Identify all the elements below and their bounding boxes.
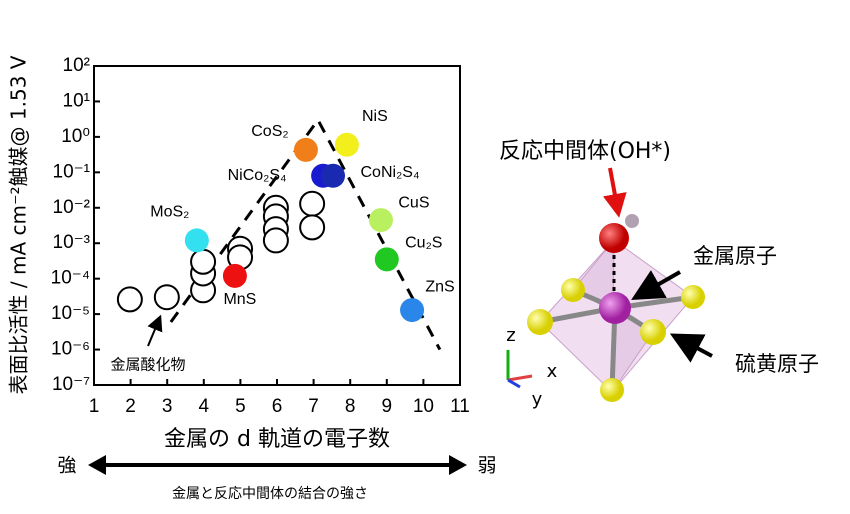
y-tick-label: 10² xyxy=(63,55,90,76)
point-label: MoS₂ xyxy=(150,204,189,221)
point-label: CoS₂ xyxy=(251,123,288,140)
oxide-label: 金属酸化物 xyxy=(110,356,185,374)
y-tick-label: 10¹ xyxy=(63,90,90,111)
x-tick-label: 2 xyxy=(125,396,136,417)
y-tick-label: 10⁻¹ xyxy=(53,161,91,182)
sulfide-point xyxy=(400,298,425,323)
oxide-point xyxy=(190,248,217,275)
x-tick-label: 10 xyxy=(413,396,434,417)
x-axis-label-3d: x xyxy=(547,361,558,382)
strong-label: 強 xyxy=(57,455,76,477)
volcano-trend xyxy=(169,117,442,351)
point-label: NiCo₂S₄ xyxy=(228,167,287,184)
intermediate-arrow xyxy=(603,167,627,218)
sulfur-arrow xyxy=(669,333,713,363)
sulfide-point xyxy=(334,132,359,157)
x-tick-label: 7 xyxy=(308,396,319,417)
x-tick-label: 9 xyxy=(382,396,393,417)
sulfide-point xyxy=(320,163,345,188)
oxide-point xyxy=(116,286,143,313)
point-label: CuS xyxy=(398,194,429,211)
y-tick-label: 10⁻⁷ xyxy=(52,374,90,395)
z-axis-label: z xyxy=(506,325,515,346)
y-axis-label: 表面比活性 / mA cm⁻²触媒@ 1.53 V xyxy=(7,55,31,394)
intermediate-label: 反応中間体(OH*) xyxy=(499,139,671,164)
point-label: NiS xyxy=(362,108,388,125)
oxide-point xyxy=(299,214,326,241)
oxide-arrow xyxy=(147,314,163,347)
point-label: CoNi₂S₄ xyxy=(361,164,420,181)
caption: 金属と反応中間体の結合の強さ xyxy=(172,486,368,502)
x-tick-label: 5 xyxy=(235,396,246,417)
y-axis-label-3d: y xyxy=(532,389,543,410)
y-tick-label: 10⁻³ xyxy=(53,232,91,253)
sulfide-point xyxy=(368,208,393,233)
weak-label: 弱 xyxy=(477,455,496,477)
sulfide-point xyxy=(184,228,209,253)
y-tick-label: 10⁻⁶ xyxy=(51,339,90,360)
sulfur-label: 硫黄原子 xyxy=(735,352,819,376)
x-tick-label: 11 xyxy=(450,396,470,417)
point-label: ZnS xyxy=(425,278,454,295)
x-tick-label: 4 xyxy=(199,396,210,417)
y-tick-label: 10⁻⁴ xyxy=(51,268,90,289)
oxide-point xyxy=(262,227,289,254)
oxide-point xyxy=(299,190,326,217)
sulfide-point xyxy=(293,137,318,162)
point-label: Cu₂S xyxy=(405,235,442,252)
y-tick-label: 10⁻⁵ xyxy=(51,303,90,324)
x-tick-label: 1 xyxy=(89,396,100,417)
metal-label: 金属原子 xyxy=(693,244,777,268)
y-tick-label: 10⁻² xyxy=(53,197,91,218)
x-axis-label: 金属の d 軌道の電子数 xyxy=(164,427,390,452)
metal-arrow xyxy=(631,270,681,300)
x-tick-label: 3 xyxy=(162,396,173,417)
x-tick-label: 6 xyxy=(272,396,283,417)
sulfide-point xyxy=(222,263,247,288)
y-tick-label: 10⁰ xyxy=(61,126,90,147)
octahedron xyxy=(527,214,705,402)
oxide-point xyxy=(153,284,180,311)
x-tick-label: 8 xyxy=(345,396,356,417)
axes-triad xyxy=(506,350,533,389)
sulfide-point xyxy=(374,247,399,272)
point-label: MnS xyxy=(223,291,256,308)
